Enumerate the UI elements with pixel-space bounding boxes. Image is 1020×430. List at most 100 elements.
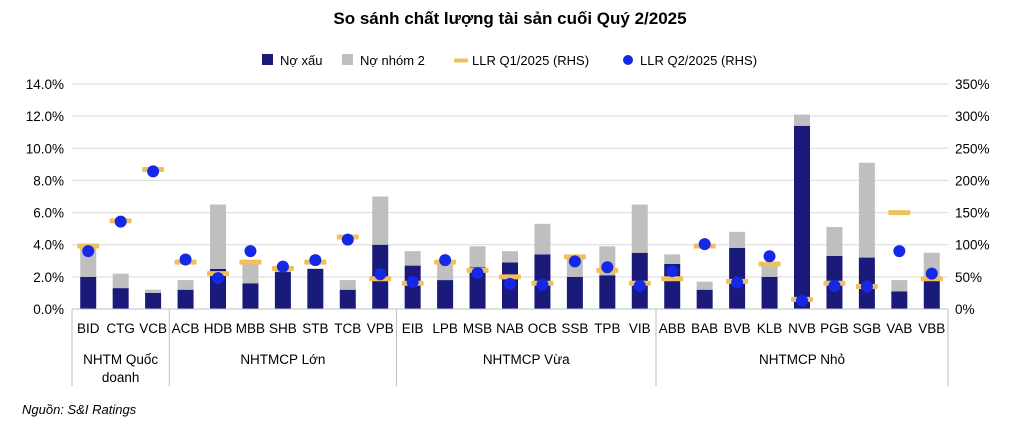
bar-group2-tcb [339,280,356,290]
x-tick-label: BAB [691,321,718,336]
x-tick-label: SGB [853,321,882,336]
llr-q2-dot-eib [406,276,419,288]
legend-swatch-llr_q2 [623,55,633,65]
x-tick-label: STB [302,321,328,336]
llr-q2-dot-ssb [568,255,581,268]
llr-q1-dash-abb [661,276,684,282]
x-tick-label: NAB [496,321,524,336]
bar-group2-bab [696,281,713,290]
source-note: Nguồn: S&I Ratings [22,402,137,417]
bar-npl-tpb [599,275,616,309]
llr-q2-dot-vbb [925,267,938,280]
llr-q2-dot-mbb [244,245,257,258]
bar-group2-nab [502,251,518,263]
y-left-tick-label: 14.0% [26,77,64,92]
group-label: NHTMCP Lớn [240,352,325,367]
x-tick-label: NVB [788,321,816,336]
llr-q2-dot-vab [893,245,906,258]
y-right-tick-label: 300% [955,109,990,124]
bar-group2-acb [177,280,194,290]
y-left-tick-label: 6.0% [33,206,64,221]
llr-q1-dash-nab [499,274,521,280]
x-tick-label: LPB [432,321,458,336]
llr-q2-dot-acb [179,253,192,266]
x-tick-label: MSB [463,321,492,336]
y-right-tick-label: 0% [955,302,975,317]
x-tick-label: KLB [757,321,783,336]
x-tick-label: EIB [402,321,424,336]
x-tick-label: VBB [918,321,945,336]
group-label: NHTMCP Vừa [483,352,570,367]
llr-q2-dot-nab [504,277,516,290]
legend-swatch-npl [262,54,273,65]
llr-markers [77,165,943,307]
x-tick-label: BID [77,321,100,336]
llr-q2-dot-vpb [374,268,387,281]
llr-q2-dot-nvb [796,294,808,307]
legend-label-npl: Nợ xấu [280,53,323,68]
bar-group2-lpb [437,260,454,281]
bar-group2-vib [631,204,648,253]
x-tick-label: ABB [659,321,686,336]
x-tick-label: MBB [236,321,265,336]
axes: 0.0% 2.0% 4.0% 6.0% 8.0% 10.0% 12.0% 14.0% 0% 50%… [26,77,990,386]
bar-npl-stb [307,268,324,309]
y-left-tick-label: 2.0% [33,270,64,285]
llr-q2-dot-bvb [731,276,744,289]
group-label: NHTM Quốc [83,352,158,367]
bar-npl-nvb [794,125,810,310]
bar-group2-abb [664,254,681,264]
x-tick-label: ACB [172,321,200,336]
llr-q2-dot-pgb [828,279,841,292]
y-right-tick-label: 250% [955,141,990,156]
x-tick-label: VPB [367,321,394,336]
legend: Nợ xấu Nợ nhóm 2 LLR Q1/2025 (RHS) LLR Q2/2… [262,53,757,68]
x-tick-label: TPB [594,321,620,336]
bar-group2-vpb [372,196,389,245]
bar-group2-sgb [858,162,875,258]
bar-group2-msb [469,246,486,268]
bar-group2-mbb [242,264,259,284]
y-right-tick-label: 100% [955,238,990,253]
llr-q2-dot-ctg [114,215,127,228]
x-tick-label: VAB [886,321,912,336]
llr-q2-dot-hdb [212,272,224,285]
llr-q2-dot-tcb [341,233,354,246]
bar-npl-vbb [923,280,940,309]
bar-group2-bvb [729,231,746,248]
bar-group2-klb [761,264,778,277]
bar-group2-hdb [210,204,226,269]
llr-q2-dot-ocb [536,278,549,291]
llr-q2-dot-bid [82,245,95,258]
bar-npl-ctg [112,288,129,309]
y-left-tick-label: 10.0% [26,141,64,156]
bar-group2-vab [891,280,908,292]
bar-npl-klb [761,276,778,309]
group-label: doanh [102,370,140,385]
llr-q1-dash-klb [758,261,781,267]
bar-npl-tcb [339,289,356,309]
group-label: NHTMCP Nhỏ [759,352,845,367]
y-left-tick-label: 8.0% [33,173,64,188]
llr-q2-dot-vcb [147,165,160,178]
x-tick-label: PGB [820,321,849,336]
bar-npl-acb [177,289,194,309]
chart-title: So sánh chất lượng tài sản cuối Quý 2/20… [333,9,686,28]
llr-q2-dot-vib [633,279,646,292]
llr-q2-dot-abb [666,265,679,278]
llr-q2-dot-stb [309,254,322,267]
x-tick-label: VCB [139,321,167,336]
x-tick-label: HDB [204,321,233,336]
bar-npl-vcb [145,292,162,309]
llr-q2-dot-sgb [860,280,873,293]
legend-label-group2: Nợ nhóm 2 [360,53,425,68]
x-tick-label: OCB [528,321,557,336]
y-right-tick-label: 200% [955,173,990,188]
bar-npl-bab [696,289,713,309]
llr-q2-dot-msb [471,267,484,279]
legend-label-llr_q2: LLR Q2/2025 (RHS) [640,53,757,68]
llr-q2-dot-tpb [601,261,614,274]
bar-npl-msb [469,267,486,309]
y-right-tick-label: 150% [955,206,990,221]
